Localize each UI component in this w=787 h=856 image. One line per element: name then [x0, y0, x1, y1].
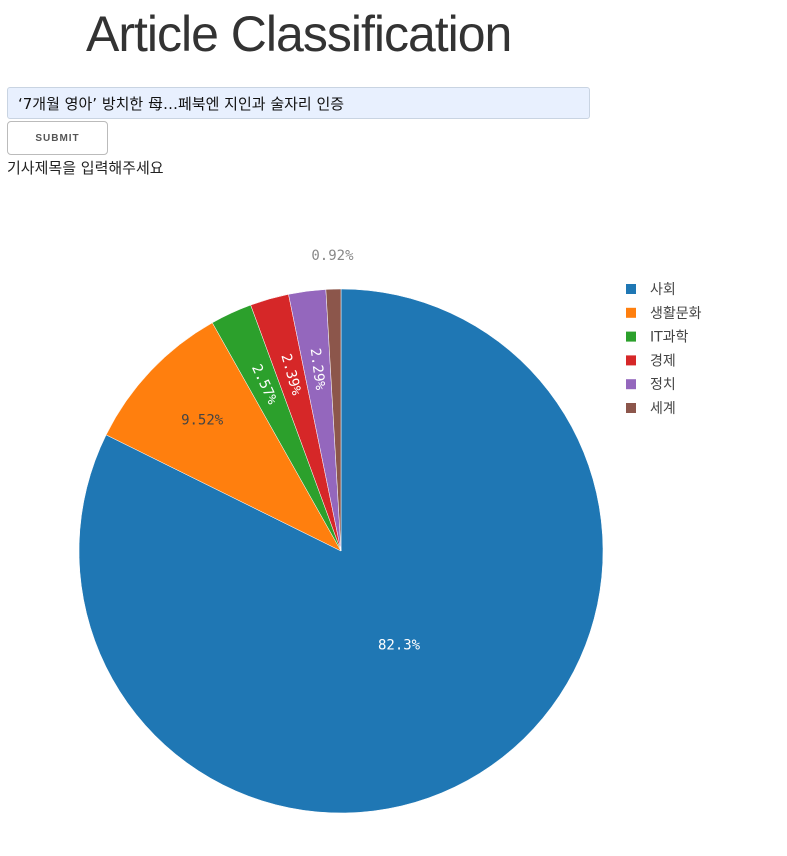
legend-label-economy[interactable]: 경제	[650, 353, 676, 369]
legend-label-social[interactable]: 사회	[650, 282, 676, 298]
pie-label-social: 82.3%	[378, 637, 421, 653]
pie-slices	[78, 288, 604, 814]
legend-swatch-politics[interactable]	[626, 379, 636, 390]
article-title-input[interactable]	[7, 87, 590, 119]
legend-swatch-life-culture[interactable]	[626, 307, 636, 318]
legend-label-life-culture[interactable]: 생활문화	[650, 306, 702, 322]
legend-swatch-economy[interactable]	[626, 355, 636, 366]
pie-slice-world[interactable]	[325, 288, 342, 552]
legend-swatch-it-science[interactable]	[626, 331, 636, 342]
legend-label-politics[interactable]: 정치	[650, 377, 676, 393]
submit-button[interactable]: SUBMIT	[7, 121, 108, 155]
pie-slice-life-culture[interactable]	[105, 322, 342, 552]
legend-swatch-world[interactable]	[626, 403, 636, 413]
legend-swatch-social[interactable]	[626, 284, 636, 294]
pie-slice-social[interactable]	[78, 288, 604, 814]
pie-label-life-culture: 9.52%	[181, 412, 224, 428]
page-title: Article Classification	[86, 6, 512, 62]
pie-label-world: 0.92%	[311, 248, 354, 264]
legend-label-world[interactable]: 세계	[650, 401, 676, 417]
pie-label-politics: 2.29%	[307, 347, 328, 391]
input-hint: 기사제목을 입력해주세요	[7, 159, 164, 177]
legend-label-it-science[interactable]: IT과학	[650, 330, 689, 346]
